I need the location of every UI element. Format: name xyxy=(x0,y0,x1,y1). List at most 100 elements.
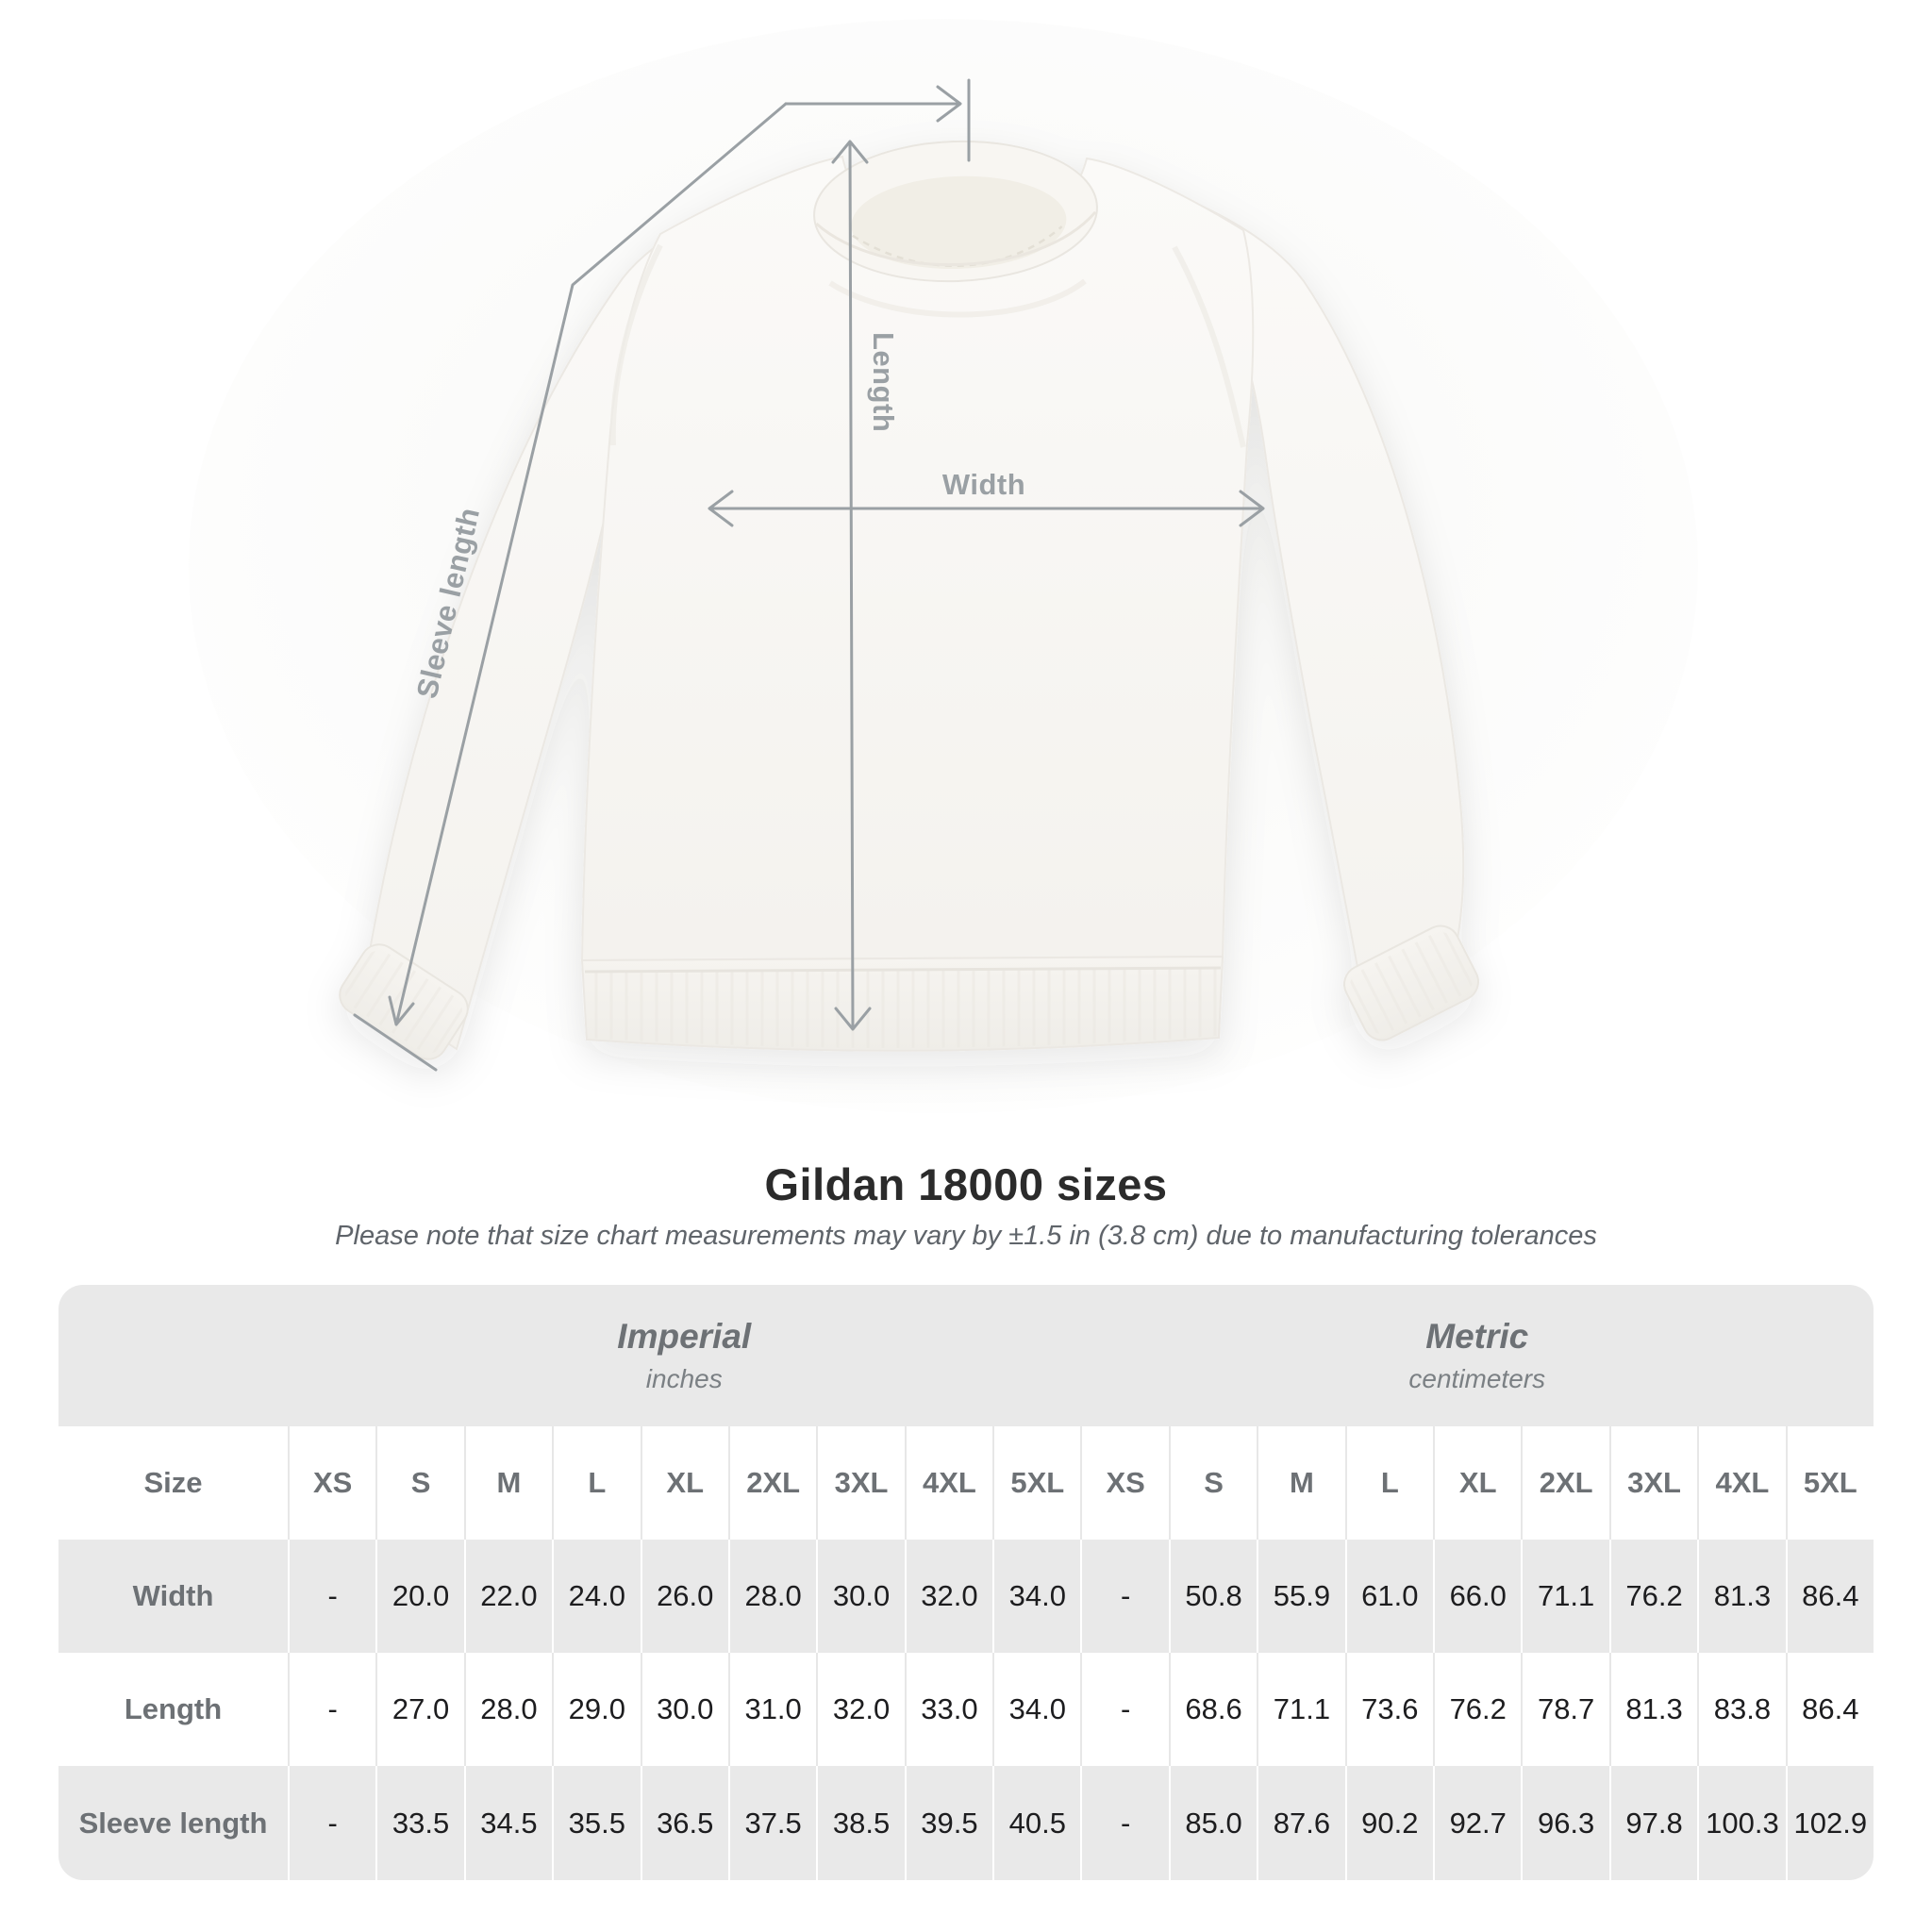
cell-sleeve-length-metric-3xl: 97.8 xyxy=(1608,1766,1697,1880)
cell-sleeve-length-imperial-2xl: 37.5 xyxy=(727,1766,816,1880)
cell-width-imperial-2xl: 28.0 xyxy=(727,1540,816,1653)
cell-sleeve-length-metric-l: 90.2 xyxy=(1344,1766,1433,1880)
table-row-length: Length -27.0 28.0 29.0 30.0 31.0 32.0 33.0 34.0… xyxy=(58,1653,1874,1766)
cell-sleeve-length-imperial-5xl: 40.5 xyxy=(992,1766,1080,1880)
sleeve-end-tick xyxy=(353,1013,438,1072)
imperial-unit: inches xyxy=(645,1364,723,1393)
cell-width-metric-m: 55.9 xyxy=(1257,1540,1344,1653)
size-header-imperial-5xl: 5XL xyxy=(992,1426,1080,1540)
size-table: Imperial inches Metric centimeters Size … xyxy=(58,1285,1874,1880)
cell-width-imperial-l: 24.0 xyxy=(552,1540,640,1653)
cell-length-imperial-3xl: 32.0 xyxy=(816,1653,904,1766)
collar xyxy=(813,140,1098,283)
hem-seam xyxy=(584,966,1222,974)
size-header-metric-4xl: 4XL xyxy=(1697,1426,1785,1540)
cell-width-metric-4xl: 81.3 xyxy=(1697,1540,1785,1653)
table-row-sleeve-length: Sleeve length -33.5 34.5 35.5 36.5 37.5 38.5 3… xyxy=(58,1766,1874,1880)
cell-sleeve-length-imperial-s: 33.5 xyxy=(375,1766,463,1880)
length-arrow-line xyxy=(831,140,872,1031)
row-label-width: Width xyxy=(132,1579,214,1612)
sleeve-length-line xyxy=(388,102,788,1026)
table-row-width: Width -20.0 22.0 24.0 26.0 28.0 30.0 32.0 34.0-… xyxy=(58,1540,1874,1653)
size-header-metric-2xl: 2XL xyxy=(1521,1426,1608,1540)
cell-length-metric-2xl: 78.7 xyxy=(1521,1653,1608,1766)
cell-length-imperial-l: 29.0 xyxy=(552,1653,640,1766)
cell-length-metric-m: 71.1 xyxy=(1257,1653,1344,1766)
cell-sleeve-length-metric-2xl: 96.3 xyxy=(1521,1766,1608,1880)
sweatshirt xyxy=(339,140,1479,1060)
cell-length-imperial-xs: - xyxy=(288,1653,375,1766)
size-header-metric-3xl: 3XL xyxy=(1608,1426,1697,1540)
table-header-row: Imperial inches Metric centimeters xyxy=(58,1285,1874,1426)
cell-length-imperial-2xl: 31.0 xyxy=(727,1653,816,1766)
size-header-metric-xs: XS xyxy=(1080,1426,1168,1540)
cell-sleeve-length-metric-xl: 92.7 xyxy=(1433,1766,1521,1880)
size-header-metric-m: M xyxy=(1257,1426,1344,1540)
cell-sleeve-length-metric-m: 87.6 xyxy=(1257,1766,1344,1880)
cell-width-imperial-xs: - xyxy=(288,1540,375,1653)
size-header-metric-xl: XL xyxy=(1433,1426,1521,1540)
cell-width-metric-s: 50.8 xyxy=(1168,1540,1257,1653)
size-header-imperial-xs: XS xyxy=(288,1426,375,1540)
page-title: Gildan 18000 sizes xyxy=(764,1159,1168,1209)
sweatshirt-illustration: Length Width Sleeve length xyxy=(189,19,1698,1113)
cell-width-metric-xl: 66.0 xyxy=(1433,1540,1521,1653)
size-header-imperial-xl: XL xyxy=(640,1426,728,1540)
cell-width-imperial-s: 20.0 xyxy=(375,1540,463,1653)
cell-width-metric-2xl: 71.1 xyxy=(1521,1540,1608,1653)
size-header-imperial-s: S xyxy=(375,1426,463,1540)
cell-width-metric-5xl: 86.4 xyxy=(1785,1540,1874,1653)
cell-width-metric-l: 61.0 xyxy=(1344,1540,1433,1653)
cell-length-metric-4xl: 83.8 xyxy=(1697,1653,1785,1766)
size-header-imperial-m: M xyxy=(463,1426,552,1540)
shoulder-offset-arrow xyxy=(784,85,962,123)
size-header-imperial-4xl: 4XL xyxy=(904,1426,992,1540)
cell-length-metric-3xl: 81.3 xyxy=(1608,1653,1697,1766)
cell-width-imperial-m: 22.0 xyxy=(463,1540,552,1653)
cell-length-metric-5xl: 86.4 xyxy=(1785,1653,1874,1766)
cell-width-metric-xs: - xyxy=(1080,1540,1168,1653)
metric-section-header: Metric centimeters xyxy=(1081,1285,1874,1426)
cell-width-metric-3xl: 76.2 xyxy=(1608,1540,1697,1653)
size-header-metric-s: S xyxy=(1168,1426,1257,1540)
cell-sleeve-length-imperial-xl: 36.5 xyxy=(640,1766,728,1880)
cell-length-metric-xl: 76.2 xyxy=(1433,1653,1521,1766)
hem-ribbing xyxy=(585,968,1221,1049)
row-label-sleeve-length: Sleeve length xyxy=(78,1806,268,1840)
cell-length-metric-s: 68.6 xyxy=(1168,1653,1257,1766)
cell-sleeve-length-imperial-l: 35.5 xyxy=(552,1766,640,1880)
cell-sleeve-length-metric-5xl: 102.9 xyxy=(1785,1766,1874,1880)
cell-sleeve-length-imperial-xs: - xyxy=(288,1766,375,1880)
cell-length-metric-l: 73.6 xyxy=(1344,1653,1433,1766)
width-label: Width xyxy=(942,468,1025,501)
size-column-header: Size xyxy=(143,1466,203,1499)
size-header-metric-l: L xyxy=(1344,1426,1433,1540)
cell-sleeve-length-metric-s: 85.0 xyxy=(1168,1766,1257,1880)
cell-width-imperial-3xl: 30.0 xyxy=(816,1540,904,1653)
imperial-section-header: Imperial inches xyxy=(288,1285,1081,1426)
size-header-metric-5xl: 5XL xyxy=(1785,1426,1874,1540)
right-cuff xyxy=(1343,924,1479,1041)
cell-sleeve-length-imperial-m: 34.5 xyxy=(463,1766,552,1880)
cell-sleeve-length-metric-4xl: 100.3 xyxy=(1697,1766,1785,1880)
width-arrow-line xyxy=(708,490,1265,527)
cell-length-metric-xs: - xyxy=(1080,1653,1168,1766)
metric-unit: centimeters xyxy=(1408,1364,1546,1393)
cell-width-imperial-xl: 26.0 xyxy=(640,1540,728,1653)
length-label: Length xyxy=(867,332,900,432)
cell-length-imperial-5xl: 34.0 xyxy=(992,1653,1080,1766)
collar-shadow xyxy=(828,278,1087,318)
size-header-imperial-2xl: 2XL xyxy=(727,1426,816,1540)
cell-length-imperial-xl: 30.0 xyxy=(640,1653,728,1766)
size-header-imperial-l: L xyxy=(552,1426,640,1540)
cell-sleeve-length-imperial-4xl: 39.5 xyxy=(904,1766,992,1880)
fold-shading xyxy=(609,243,1246,448)
product-diagram: Length Width Sleeve length xyxy=(189,19,1698,1113)
tolerance-note: Please note that size chart measurements… xyxy=(335,1221,1597,1251)
imperial-title: Imperial xyxy=(617,1317,752,1356)
cell-width-imperial-4xl: 32.0 xyxy=(904,1540,992,1653)
cell-length-imperial-s: 27.0 xyxy=(375,1653,463,1766)
cell-sleeve-length-imperial-3xl: 38.5 xyxy=(816,1766,904,1880)
cell-length-imperial-4xl: 33.0 xyxy=(904,1653,992,1766)
